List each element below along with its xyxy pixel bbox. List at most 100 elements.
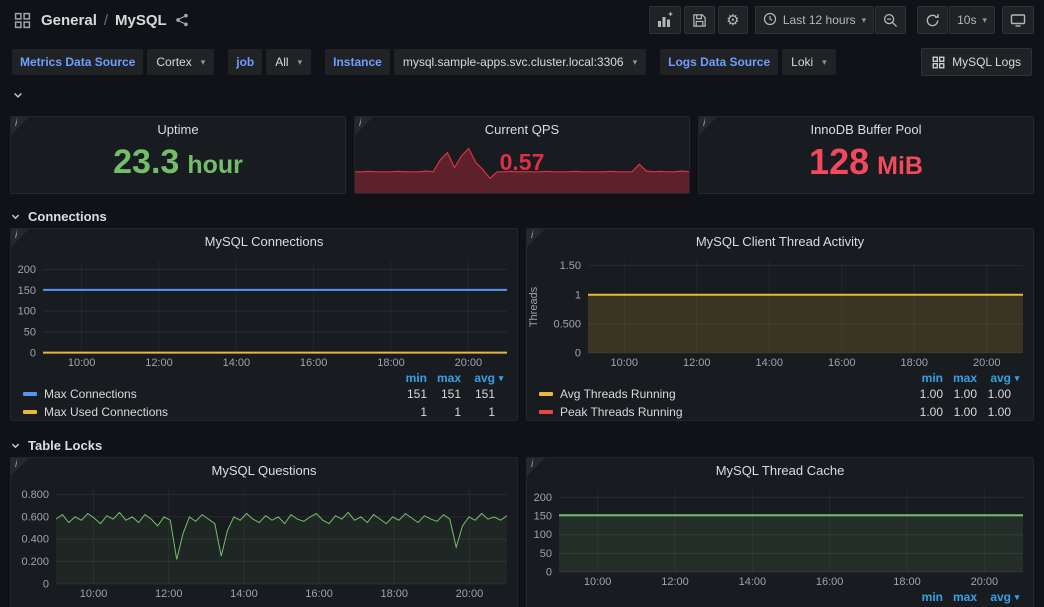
- section-connections[interactable]: Connections: [10, 204, 1034, 228]
- instance-select[interactable]: mysql.sample-apps.svc.cluster.local:3306…: [393, 49, 647, 75]
- svg-text:0.200: 0.200: [21, 556, 49, 568]
- sort-caret-icon: ▾: [498, 372, 504, 383]
- breadcrumb-dashboard-title[interactable]: MySQL: [115, 11, 167, 29]
- sort-caret-icon: ▾: [1014, 372, 1020, 383]
- svg-text:12:00: 12:00: [155, 588, 183, 600]
- dashboards-grid-icon[interactable]: [10, 8, 35, 33]
- refresh-interval-picker[interactable]: 10s ▾: [949, 6, 995, 34]
- legend-sort-avg[interactable]: avg: [474, 371, 495, 385]
- panel-info-icon[interactable]: i: [355, 117, 373, 135]
- series-color-marker: [539, 410, 553, 414]
- legend: min max avg ▾: [527, 588, 1033, 604]
- legend-sort-min[interactable]: min: [921, 590, 943, 604]
- legend-sort-min[interactable]: min: [921, 371, 943, 385]
- mysql-logs-button[interactable]: MySQL Logs: [921, 48, 1032, 76]
- svg-text:1: 1: [575, 289, 581, 301]
- legend-header: min max avg ▾: [539, 588, 1023, 604]
- svg-text:0.400: 0.400: [21, 534, 49, 546]
- panel-info-icon[interactable]: i: [527, 458, 545, 476]
- panel-mysql-client-thread-activity: i MySQL Client Thread Activity 10:00 12:0…: [526, 228, 1034, 421]
- series-name[interactable]: Max Used Connections: [44, 405, 169, 419]
- logs-datasource-select[interactable]: Loki ▾: [782, 49, 836, 75]
- svg-text:150: 150: [534, 511, 552, 523]
- refresh-button[interactable]: [917, 6, 949, 34]
- panel-title-uptime[interactable]: Uptime: [157, 121, 199, 137]
- svg-text:12:00: 12:00: [683, 357, 711, 369]
- navbar: General / MySQL ⚙ Last 12 hours: [0, 0, 1044, 40]
- svg-text:1.50: 1.50: [560, 260, 581, 272]
- legend-sort-min[interactable]: min: [405, 371, 427, 385]
- save-dashboard-button[interactable]: [683, 6, 715, 34]
- svg-text:0.600: 0.600: [21, 511, 49, 523]
- navbar-actions: ⚙ Last 12 hours ▾ 10s: [648, 6, 1034, 34]
- panel-title-mysql-questions[interactable]: MySQL Questions: [211, 462, 317, 478]
- chevron-down-icon: ▾: [297, 56, 303, 67]
- panel-info-icon[interactable]: i: [11, 117, 29, 135]
- mysql-questions-chart[interactable]: 10:00 12:00 14:00 16:00 18:00 20:00 0 0.200 0.40…: [11, 482, 517, 600]
- panel-info-icon[interactable]: i: [11, 229, 29, 247]
- legend-sort-avg[interactable]: avg: [990, 371, 1011, 385]
- info-icon: i: [15, 459, 18, 470]
- series-name[interactable]: Peak Threads Running: [560, 405, 683, 419]
- series-name[interactable]: Max Connections: [44, 387, 137, 401]
- time-range-picker[interactable]: Last 12 hours ▾: [754, 6, 875, 34]
- job-select[interactable]: All ▾: [266, 49, 312, 75]
- legend-row: Max Connections 151 151 151: [23, 385, 507, 403]
- svg-text:0: 0: [575, 348, 581, 360]
- metrics-datasource-select[interactable]: Cortex ▾: [147, 49, 215, 75]
- svg-text:18:00: 18:00: [900, 357, 928, 369]
- legend-sort-max[interactable]: max: [952, 590, 977, 604]
- legend-sort-max[interactable]: max: [436, 371, 461, 385]
- tv-mode-button[interactable]: [1002, 6, 1034, 34]
- panel-mysql-thread-cache: i MySQL Thread Cache 10:00 12:00 14:00 16:0…: [526, 457, 1034, 607]
- series-min: 151: [406, 387, 427, 401]
- mysql-thread-cache-chart[interactable]: 10:00 12:00 14:00 16:00 18:00 20:00 0 50 100 150 2…: [527, 482, 1033, 588]
- instance-value: mysql.sample-apps.svc.cluster.local:3306: [402, 55, 624, 69]
- panel-title-current-qps[interactable]: Current QPS: [484, 121, 560, 137]
- svg-text:18:00: 18:00: [380, 588, 408, 600]
- metrics-datasource-label: Metrics Data Source: [12, 49, 144, 75]
- variable-logs-datasource: Logs Data Source Loki ▾: [660, 49, 836, 75]
- legend-row: Avg Threads Running 1.00 1.00 1.00: [539, 385, 1023, 403]
- breadcrumb-folder[interactable]: General: [41, 11, 97, 29]
- svg-text:200: 200: [534, 492, 552, 504]
- chevron-down-icon: ▾: [982, 14, 987, 25]
- chevron-down-icon: [10, 211, 21, 222]
- svg-text:14:00: 14:00: [223, 357, 251, 369]
- panel-mysql-connections: i MySQL Connections 10:00 12:00 14:00 16:00…: [10, 228, 518, 421]
- panel-title-buffer-pool[interactable]: InnoDB Buffer Pool: [810, 121, 922, 137]
- svg-text:16:00: 16:00: [305, 588, 333, 600]
- job-label: job: [228, 49, 263, 75]
- svg-text:0: 0: [30, 348, 36, 360]
- panel-info-icon[interactable]: i: [527, 229, 545, 247]
- legend-header: min max avg ▾: [539, 369, 1023, 385]
- panel-title-thread-activity[interactable]: MySQL Client Thread Activity: [695, 233, 865, 249]
- zoom-out-button[interactable]: [875, 6, 907, 34]
- panel-title-thread-cache[interactable]: MySQL Thread Cache: [715, 462, 845, 478]
- series-name[interactable]: Avg Threads Running: [560, 387, 676, 401]
- panel-title-mysql-connections[interactable]: MySQL Connections: [204, 233, 324, 249]
- svg-text:150: 150: [18, 285, 36, 297]
- variable-instance: Instance mysql.sample-apps.svc.cluster.l…: [325, 49, 647, 75]
- panel-info-icon[interactable]: i: [11, 458, 29, 476]
- add-panel-button[interactable]: [648, 6, 681, 34]
- legend-sort-avg[interactable]: avg: [990, 590, 1011, 604]
- variable-metrics-datasource: Metrics Data Source Cortex ▾: [12, 49, 215, 75]
- buffer-pool-value: 128 MiB: [809, 141, 923, 182]
- row-collapse-toggle[interactable]: [0, 86, 1044, 104]
- mysql-connections-chart[interactable]: 10:00 12:00 14:00 16:00 18:00 20:00 0 50 100 150 2…: [11, 253, 517, 369]
- chevron-down-icon: ▾: [861, 14, 867, 25]
- panel-info-icon[interactable]: i: [699, 117, 717, 135]
- time-range-label: Last 12 hours: [782, 13, 856, 27]
- grid-icon: [932, 56, 945, 68]
- thread-activity-chart[interactable]: 10:00 12:00 14:00 16:00 18:00 20:00 0 0.500 1 1.5…: [527, 253, 1033, 369]
- share-icon[interactable]: [171, 9, 193, 31]
- breadcrumb: General / MySQL: [41, 12, 167, 29]
- svg-text:0: 0: [43, 579, 49, 591]
- info-icon: i: [15, 118, 18, 129]
- series-max: 1.00: [953, 387, 977, 401]
- dashboard-settings-button[interactable]: ⚙: [717, 6, 748, 34]
- uptime-value: 23.3 hour: [113, 142, 243, 181]
- section-table-locks[interactable]: Table Locks: [10, 433, 1034, 457]
- legend-sort-max[interactable]: max: [952, 371, 977, 385]
